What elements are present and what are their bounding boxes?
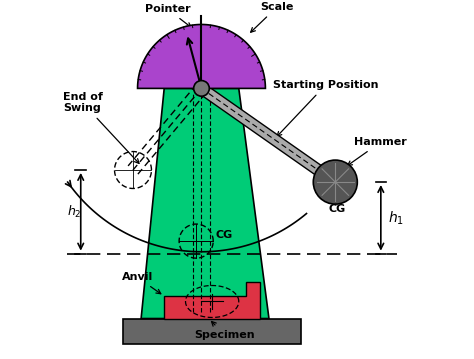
Text: Starting Position: Starting Position [273,80,378,136]
Text: CG: CG [216,229,233,239]
Text: Specimen: Specimen [194,322,255,340]
Circle shape [194,80,210,96]
Text: CG: CG [328,204,346,214]
Text: $h_1$: $h_1$ [388,209,404,227]
FancyBboxPatch shape [123,318,301,344]
Polygon shape [164,282,260,318]
Text: End of
Swing: End of Swing [63,92,139,163]
Text: Hammer: Hammer [347,137,407,165]
Text: $h_2$: $h_2$ [66,204,81,220]
Text: Scale: Scale [251,2,293,32]
Text: Anvil: Anvil [121,272,161,294]
Polygon shape [137,24,265,88]
Polygon shape [141,88,269,318]
Circle shape [313,160,357,204]
Text: Pointer: Pointer [145,4,191,27]
